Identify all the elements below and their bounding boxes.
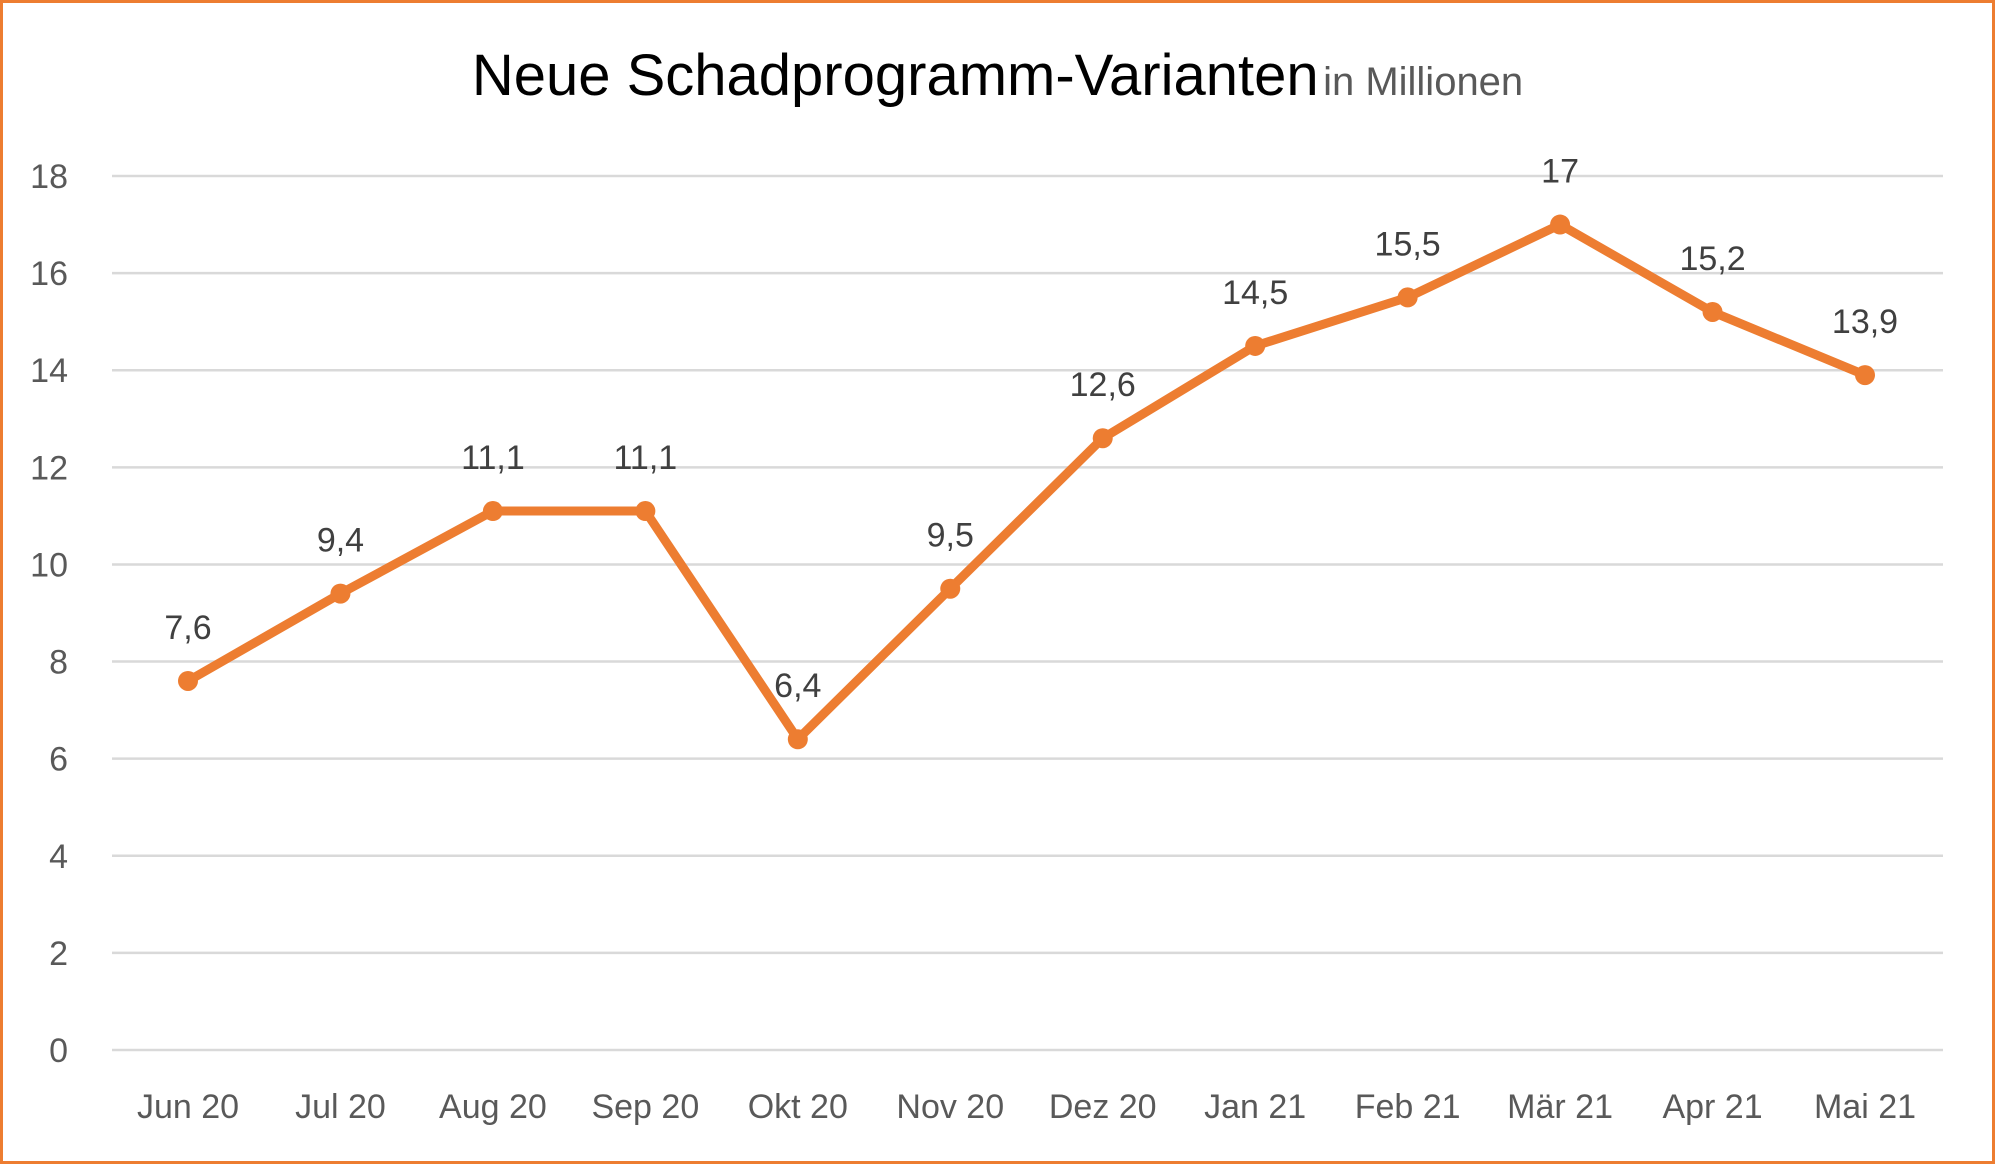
data-label: 11,1 [461, 439, 525, 477]
x-tick-label: Dez 20 [1049, 1088, 1157, 1126]
x-tick-label: Jun 20 [137, 1088, 239, 1126]
chart-title: Neue Schadprogramm-Varianten in Millione… [0, 42, 1995, 109]
x-tick-label: Aug 20 [439, 1088, 547, 1126]
data-labels: 7,6 9,4 11,1 11,1 6,4 9,5 12,6 14,5 15,5 17 15,2 13… [164, 153, 1898, 706]
y-tick-label: 2 [49, 935, 68, 973]
data-point-marker [1092, 428, 1113, 449]
data-point-marker [330, 583, 351, 604]
x-tick-label: Jan 21 [1204, 1088, 1306, 1126]
data-label: 9,5 [927, 517, 974, 555]
data-label: 14,5 [1222, 274, 1288, 312]
data-label: 11,1 [614, 439, 678, 477]
series-line [183, 220, 1870, 744]
data-label: 13,9 [1832, 303, 1898, 341]
y-tick-label: 8 [49, 644, 68, 682]
data-label: 15,2 [1679, 240, 1745, 278]
data-point-marker [1245, 335, 1266, 356]
data-point-marker [482, 501, 503, 522]
data-label: 7,6 [164, 609, 211, 647]
y-axis-ticks: 0 2 4 6 8 10 12 14 16 18 [30, 158, 68, 1070]
x-tick-label: Jul 20 [295, 1088, 386, 1126]
chart-title-main: Neue Schadprogramm-Varianten [471, 43, 1319, 108]
y-tick-label: 14 [30, 352, 68, 390]
data-point-marker [940, 578, 961, 599]
y-tick-label: 12 [30, 449, 68, 487]
data-point-marker [1855, 365, 1875, 386]
y-tick-label: 18 [30, 158, 68, 196]
x-tick-label: Sep 20 [591, 1088, 699, 1126]
x-axis-ticks: Jun 20 Jul 20 Aug 20 Sep 20 Okt 20 Nov 20 Dez … [137, 1088, 1916, 1126]
y-tick-label: 6 [49, 741, 68, 779]
x-tick-label: Mai 21 [1814, 1088, 1916, 1126]
data-label: 17 [1541, 153, 1579, 191]
data-point-marker [1702, 301, 1723, 322]
data-label: 15,5 [1375, 225, 1441, 263]
series-line-group [178, 214, 1875, 750]
y-tick-label: 4 [49, 838, 68, 876]
gridlines [112, 174, 1943, 1052]
data-point-marker [787, 729, 808, 750]
x-tick-label: Nov 20 [896, 1088, 1004, 1126]
y-tick-label: 16 [30, 255, 68, 293]
data-point-marker [178, 670, 198, 691]
y-tick-label: 0 [49, 1032, 68, 1070]
x-tick-label: Okt 20 [748, 1088, 848, 1126]
x-tick-label: Mär 21 [1507, 1088, 1613, 1126]
x-tick-label: Apr 21 [1662, 1088, 1762, 1126]
data-label: 9,4 [317, 522, 364, 560]
data-point-marker [1397, 287, 1418, 308]
data-label: 6,4 [774, 667, 821, 705]
x-tick-label: Feb 21 [1355, 1088, 1461, 1126]
chart-subtitle: in Millionen [1323, 60, 1524, 104]
y-tick-label: 10 [30, 546, 68, 584]
data-point-marker [1550, 214, 1571, 235]
data-point-marker [635, 501, 656, 522]
data-label: 12,6 [1070, 366, 1136, 404]
